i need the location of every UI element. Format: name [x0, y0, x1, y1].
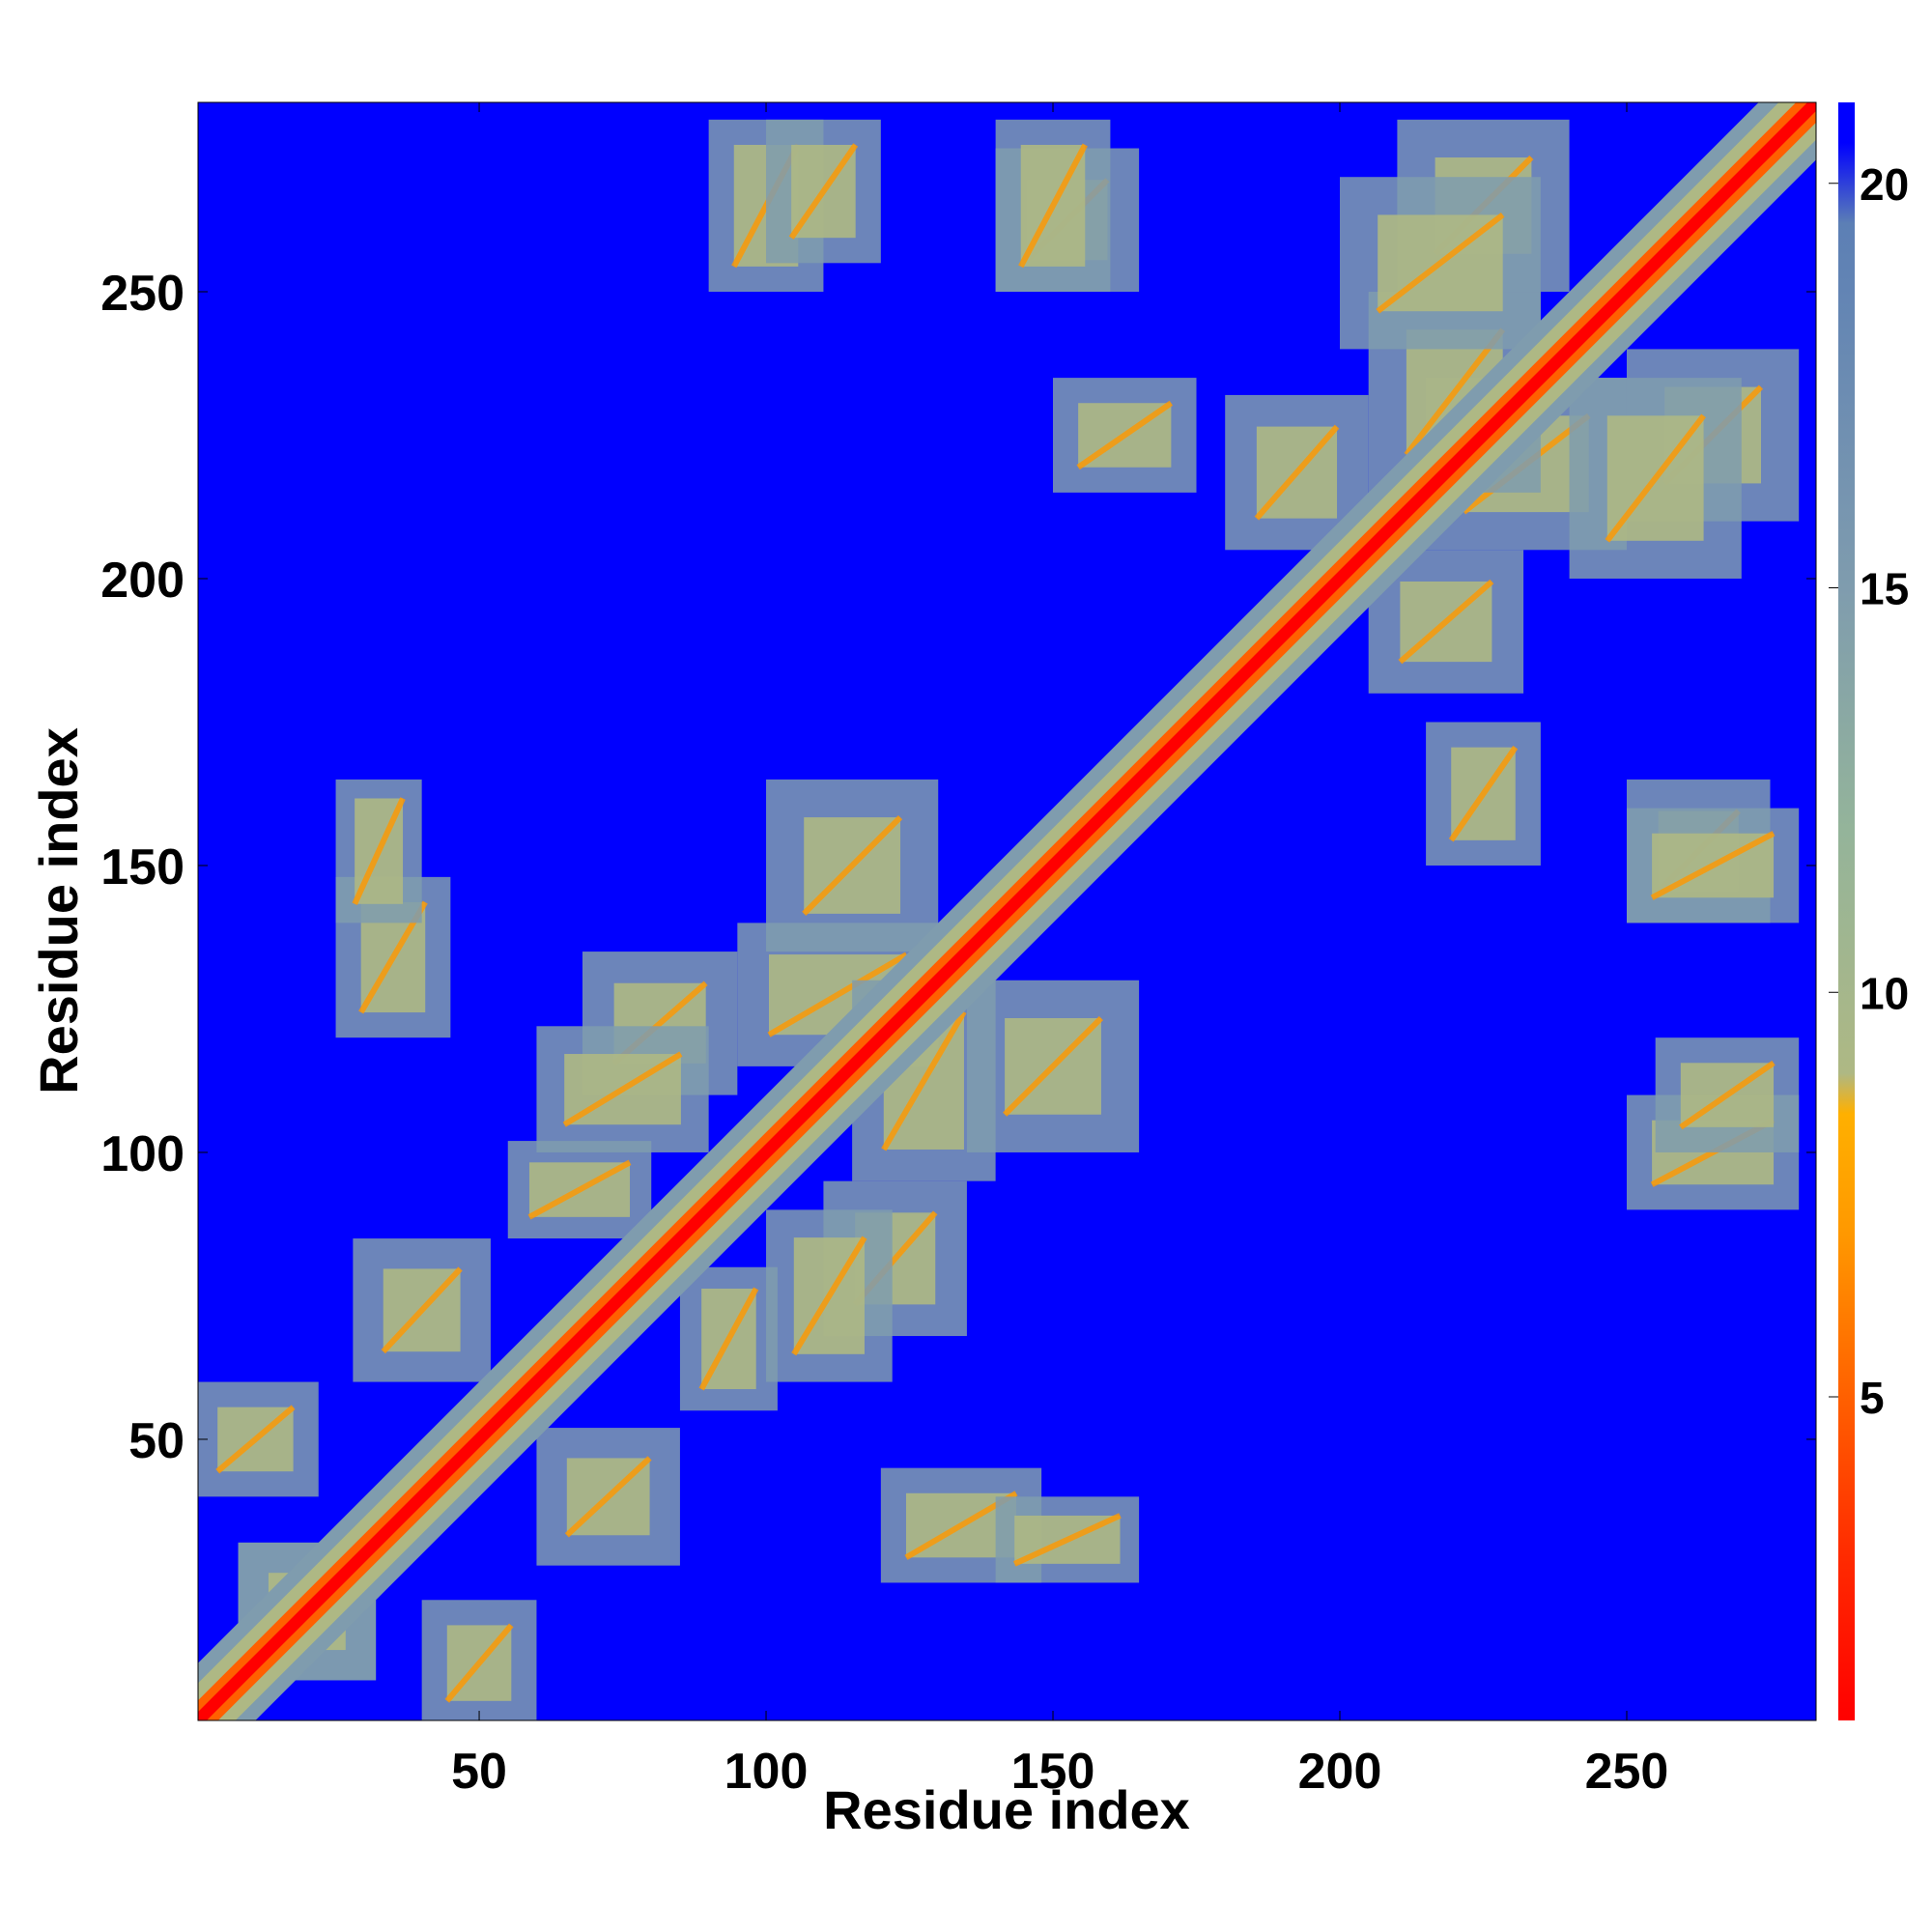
contact-streak	[352, 797, 406, 906]
contact-streak	[381, 1266, 463, 1354]
y-tick-label: 150	[100, 839, 185, 895]
colorbar-tick-label: 20	[1860, 159, 1909, 210]
x-axis-ticks: 50 100 150 200 250	[451, 102, 1668, 1800]
y-tick-label: 100	[100, 1126, 185, 1182]
x-axis-label: Residue index	[823, 1779, 1190, 1840]
contact-streak	[788, 143, 859, 240]
contact-streak	[1376, 213, 1505, 314]
diagonal-band	[198, 102, 1816, 1720]
contact-streak	[1018, 143, 1088, 269]
contact-streak	[767, 952, 909, 1037]
contact-streak	[527, 1159, 632, 1220]
y-axis-ticks: 50 100 150 200 250	[100, 266, 1816, 1469]
y-axis-label: Residue index	[28, 727, 89, 1094]
contact-streak	[791, 1236, 867, 1356]
contact-streak	[1679, 1060, 1776, 1130]
colorbar: 5 10 15 20	[1829, 102, 1909, 1720]
colorbar-tick-label: 15	[1860, 564, 1909, 614]
x-tick-label: 150	[1011, 1744, 1095, 1800]
x-tick-label: 50	[451, 1744, 507, 1800]
contact-streak	[1076, 400, 1174, 470]
y-tick-label: 250	[100, 266, 185, 322]
contact-streak	[1605, 413, 1706, 543]
contact-streak	[698, 1287, 759, 1391]
heatmap-features	[198, 102, 1816, 1720]
colorbar-tick-label: 5	[1860, 1373, 1885, 1423]
contact-streak	[562, 1051, 683, 1127]
contact-streak	[444, 1623, 514, 1703]
contact-streak	[564, 1456, 652, 1538]
contact-streak	[1398, 579, 1494, 665]
contact-streak	[881, 1009, 967, 1151]
colorbar-gradient	[1838, 102, 1855, 1720]
heatmap-plot-area	[197, 101, 1817, 1721]
x-tick-label: 250	[1585, 1744, 1669, 1800]
contact-streak	[1012, 1513, 1122, 1567]
x-tick-label: 100	[724, 1744, 809, 1800]
contact-streak	[1254, 424, 1340, 521]
contact-streak	[1650, 831, 1776, 900]
colorbar-ticks: 5 10 15 20	[1829, 159, 1909, 1423]
contact-streak	[1404, 327, 1506, 457]
x-tick-label: 200	[1298, 1744, 1382, 1800]
y-tick-label: 50	[128, 1413, 185, 1469]
contact-streak	[1003, 1015, 1104, 1117]
contact-streak	[1448, 745, 1519, 842]
plot-frame	[197, 101, 1817, 1721]
contact-streak	[215, 1405, 296, 1474]
y-tick-label: 200	[100, 553, 185, 609]
colorbar-tick-label: 10	[1860, 968, 1909, 1018]
contact-streak	[802, 814, 903, 916]
